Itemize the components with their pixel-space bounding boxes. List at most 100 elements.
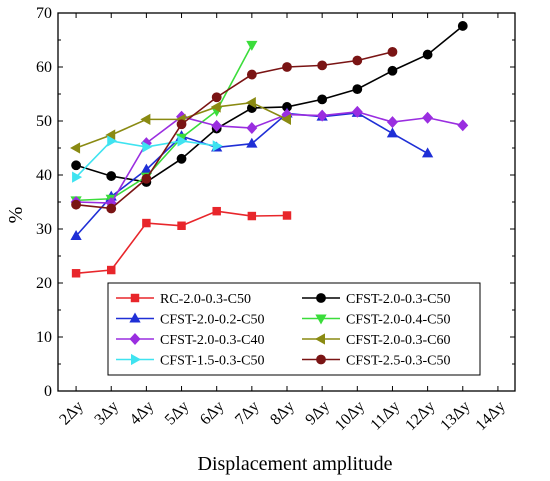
marker-triangle-down — [315, 314, 327, 325]
marker-circle — [317, 94, 328, 105]
marker-square — [212, 206, 221, 216]
marker-diamond — [422, 111, 434, 124]
marker-triangle-left — [210, 101, 221, 113]
marker-circle — [387, 46, 398, 57]
series-layer — [70, 21, 469, 278]
marker-circle — [246, 69, 257, 80]
x-tick-label: 10Δy — [332, 398, 368, 434]
marker-square — [71, 269, 81, 278]
marker-circle — [282, 62, 292, 72]
marker-triangle-left — [245, 97, 256, 109]
legend-box — [107, 282, 481, 376]
series-CFST-2.0-0.3-C40 — [70, 105, 469, 210]
marker-triangle-right — [107, 135, 118, 147]
legend-label: CFST-2.0-0.3-C50 — [346, 292, 451, 307]
x-tick-label: 14Δy — [472, 398, 508, 434]
marker-triangle — [421, 147, 434, 158]
x-tick-label: 8Δy — [267, 398, 298, 429]
marker-triangle-left — [281, 113, 292, 126]
marker-triangle — [70, 230, 82, 241]
x-tick-label: 12Δy — [402, 398, 438, 434]
marker-circle — [106, 171, 117, 181]
series-line — [75, 25, 464, 183]
y-tick-label: 0 — [44, 383, 52, 400]
marker-circle — [317, 60, 328, 71]
marker-triangle — [246, 137, 258, 148]
x-axis-title: Displacement amplitude — [198, 453, 393, 475]
legend-label: CFST-1.5-0.3-C50 — [160, 354, 265, 369]
marker-triangle-right — [72, 171, 83, 183]
marker-triangle-right — [130, 353, 141, 366]
legend-label: CFST-2.0-0.3-C40 — [160, 333, 265, 348]
x-tick-label: 2Δy — [56, 398, 87, 429]
y-tick-label: 10 — [36, 329, 52, 346]
x-tick-label: 3Δy — [91, 398, 122, 429]
marker-circle — [141, 173, 152, 184]
marker-triangle-right — [177, 135, 188, 147]
marker-circle — [71, 199, 81, 210]
legend: RC-2.0-0.3-C50 CFST-2.0-0.3-C50 CFST-2.0-0… — [107, 282, 481, 376]
series-line — [76, 111, 463, 204]
legend-item: CFST-2.0-0.2-C50 — [116, 313, 265, 328]
legend-label: CFST-2.0-0.3-C60 — [346, 333, 451, 348]
marker-circle — [352, 84, 363, 95]
series-CFST-2.0-0.3-C50 — [71, 21, 468, 187]
marker-circle — [387, 65, 398, 76]
marker-triangle-right — [212, 140, 223, 152]
marker-circle — [422, 49, 433, 60]
series-CFST-2.0-0.3-C60 — [70, 97, 292, 154]
legend-item: RC-2.0-0.3-C50 — [116, 292, 251, 307]
marker-diamond — [351, 105, 363, 118]
marker-triangle-left — [315, 333, 326, 345]
x-tick-label: 7Δy — [232, 398, 263, 429]
marker-triangle-left — [70, 142, 81, 154]
legend-item: CFST-2.0-0.3-C60 — [302, 333, 451, 348]
marker-diamond — [316, 109, 328, 122]
y-tick-label: 60 — [36, 59, 52, 76]
x-tick-label: 13Δy — [437, 398, 473, 434]
legend-item: CFST-2.5-0.3-C50 — [302, 354, 451, 369]
y-tick-label: 20 — [36, 275, 52, 292]
marker-square — [282, 211, 292, 220]
y-axis-title: % — [5, 207, 27, 224]
series-RC-2.0-0.3-C50 — [71, 206, 292, 278]
legend-label: CFST-2.0-0.4-C50 — [346, 313, 451, 328]
series-line — [76, 44, 253, 202]
marker-circle — [211, 92, 222, 103]
marker-square — [247, 211, 257, 221]
marker-square — [107, 265, 116, 275]
marker-diamond — [246, 122, 258, 135]
x-tick-label: 11Δy — [367, 398, 403, 434]
legend-item: CFST-2.0-0.4-C50 — [302, 313, 451, 328]
y-tick-label: 50 — [36, 113, 52, 130]
marker-circle — [316, 293, 326, 303]
marker-square — [177, 221, 186, 230]
series-CFST-1.5-0.3-C50 — [72, 135, 223, 183]
marker-diamond — [211, 119, 223, 132]
x-tick-label: 6Δy — [197, 398, 228, 429]
marker-triangle-down — [246, 40, 258, 51]
legend-label: CFST-2.0-0.2-C50 — [160, 313, 265, 328]
legend-item: CFST-1.5-0.3-C50 — [116, 354, 265, 369]
legend-item: CFST-2.0-0.3-C50 — [302, 292, 451, 307]
x-tick-label: 4Δy — [127, 398, 158, 429]
marker-circle — [352, 55, 363, 66]
series-CFST-2.5-0.3-C50 — [71, 46, 398, 214]
x-tick-label: 9Δy — [302, 398, 333, 429]
marker-diamond — [386, 116, 398, 129]
marker-square — [130, 293, 140, 303]
marker-triangle — [386, 127, 399, 138]
y-axis: 0 10 20 30 40 50 60 70 — [36, 5, 515, 400]
marker-square — [142, 218, 151, 228]
y-tick-label: 70 — [36, 5, 52, 22]
series-line — [76, 210, 288, 275]
x-tick-label: 5Δy — [162, 398, 193, 429]
legend-label: CFST-2.5-0.3-C50 — [346, 354, 451, 369]
marker-diamond — [457, 119, 469, 132]
marker-diamond — [129, 333, 141, 345]
marker-circle — [316, 354, 326, 365]
marker-circle — [176, 119, 187, 130]
marker-circle — [457, 21, 468, 31]
marker-circle — [176, 153, 187, 164]
